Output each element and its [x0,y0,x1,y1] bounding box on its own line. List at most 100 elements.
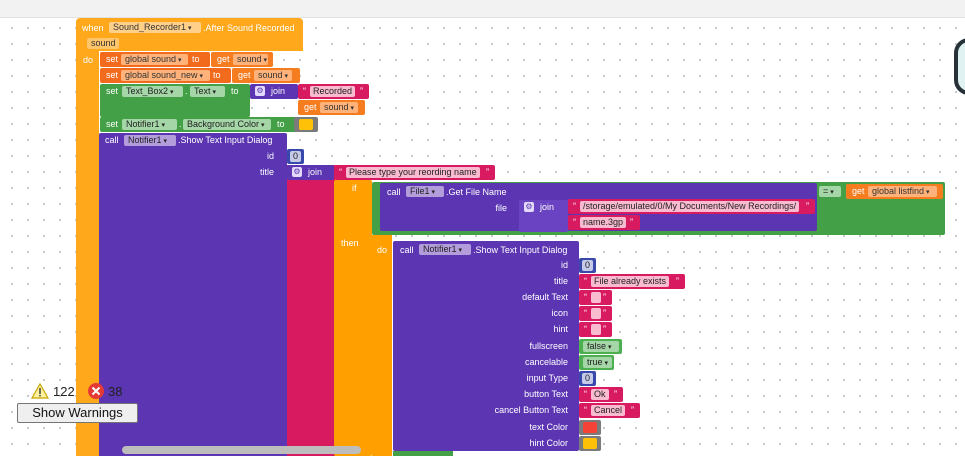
button-text-string[interactable]: Ok [591,389,609,400]
empty-string[interactable] [591,308,601,319]
set-keyword: set [106,70,119,80]
if-block[interactable] [334,180,372,456]
param-label-icon: icon [551,308,568,318]
title-label: title [259,167,274,177]
call-show-text-input-dialog-block[interactable] [99,133,287,456]
gear-icon[interactable]: ⚙ [292,167,302,177]
empty-string[interactable] [591,324,601,335]
get-variable-dropdown[interactable]: sound [254,70,292,81]
compare-operator-dropdown[interactable]: = [819,186,841,197]
amber-color-swatch[interactable] [299,119,313,130]
join-keyword: join [308,167,323,177]
get-variable-dropdown[interactable]: sound [320,102,358,113]
id-value[interactable]: 0 [290,151,302,162]
name-string[interactable]: name.3gp [580,217,627,228]
component-dropdown[interactable]: Notifier1 [124,135,176,146]
gear-icon[interactable]: ⚙ [255,86,265,96]
quote-open: “ [584,308,587,318]
method-name: .Show Text Input Dialog [178,135,273,145]
quote-close: ” [603,324,606,334]
if-then-gap [372,235,392,456]
quote-open: “ [573,201,576,211]
dot: . [185,86,188,96]
recorded-string[interactable]: Recorded [310,86,356,97]
title-string[interactable]: File already exists [591,276,670,287]
event-block-body [76,51,99,456]
block-bottom-nub [393,451,453,456]
gear-icon[interactable]: ⚙ [524,202,534,212]
red-color-swatch[interactable] [583,422,597,433]
show-warnings-button[interactable]: Show Warnings [17,403,138,423]
quote-open: “ [584,292,587,302]
quote-open: “ [584,324,587,334]
param-label-fullscreen: fullscreen [529,341,568,351]
title-join-container [287,165,335,456]
call-show-text-input-dialog-inner-block[interactable] [393,241,579,451]
error-icon [88,383,104,399]
empty-string[interactable] [591,292,601,303]
horizontal-scrollbar[interactable] [122,446,361,454]
component-dropdown[interactable]: Notifier1 [419,244,471,255]
quote-close: ” [631,405,634,415]
title-string[interactable]: Please type your reording name [346,167,480,178]
id-label: id [266,151,274,161]
property-dropdown[interactable]: Background Color [183,119,271,130]
set-keyword: set [106,54,119,64]
param-label-input-type: input Type [526,373,568,383]
call-keyword: call [400,245,414,255]
quote-close: ” [676,276,679,286]
boolean-dropdown[interactable]: false [583,341,619,352]
join-keyword: join [540,202,555,212]
join-keyword: join [271,86,286,96]
warning-count: 122 [53,384,75,399]
to-keyword: to [213,70,221,80]
quote-close: ” [806,201,809,211]
variable-dropdown[interactable]: global sound [121,54,188,65]
set-keyword: set [106,86,119,96]
quote-close: ” [630,217,633,227]
property-dropdown[interactable]: Text [190,86,225,97]
boolean-dropdown[interactable]: true [583,357,612,368]
get-variable-dropdown[interactable]: sound [233,54,268,65]
quote-close: ” [603,292,606,302]
get-keyword: get [238,70,251,80]
component-dropdown[interactable]: Text_Box2 [122,86,183,97]
quote-close: ” [603,308,606,318]
component-dropdown[interactable]: Sound_Recorder1 [109,22,201,33]
call-keyword: call [105,135,119,145]
error-count: 38 [108,384,123,399]
quote-open: “ [584,405,587,415]
quote-open: “ [339,167,342,177]
set-keyword: set [106,119,119,129]
dot: . [179,119,182,129]
cut-off-block [954,38,965,95]
if-keyword: if [352,183,357,193]
method-name: .Show Text Input Dialog [473,245,568,255]
quote-open: “ [573,217,576,227]
do-keyword: do [83,55,94,65]
get-variable-dropdown[interactable]: global listfind [868,186,937,197]
quote-open: “ [584,389,587,399]
param-label-text-color: text Color [529,422,568,432]
path-string[interactable]: /storage/emulated/0/My Documents/New Rec… [580,201,800,212]
quote-open: “ [584,276,587,286]
sound-param[interactable]: sound [87,38,119,49]
param-label-cancel-button-text: cancel Button Text [494,405,568,415]
cancel-button-text-string[interactable]: Cancel [591,405,626,416]
component-dropdown[interactable]: Notifier1 [122,119,177,130]
amber-color-swatch[interactable] [583,438,597,449]
input-type-value[interactable]: 0 [582,373,594,384]
to-keyword: to [192,54,200,64]
param-label-title: title [553,276,568,286]
variable-dropdown[interactable]: global sound_new [121,70,210,81]
do-keyword: do [377,245,388,255]
param-label-hint: hint [553,324,568,334]
to-keyword: to [277,119,285,129]
quote-close: ” [486,167,489,177]
id-value[interactable]: 0 [582,260,594,271]
quote-open: “ [303,86,306,96]
param-label-cancelable: cancelable [524,357,568,367]
component-dropdown[interactable]: File1 [406,186,444,197]
param-label-button-text: button Text [524,389,568,399]
when-keyword: when [82,23,104,33]
